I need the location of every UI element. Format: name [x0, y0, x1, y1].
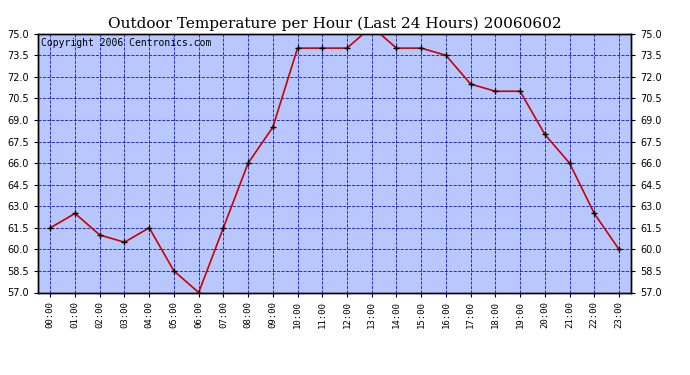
Title: Outdoor Temperature per Hour (Last 24 Hours) 20060602: Outdoor Temperature per Hour (Last 24 Ho… — [108, 17, 562, 31]
Text: Copyright 2006 Centronics.com: Copyright 2006 Centronics.com — [41, 38, 211, 48]
